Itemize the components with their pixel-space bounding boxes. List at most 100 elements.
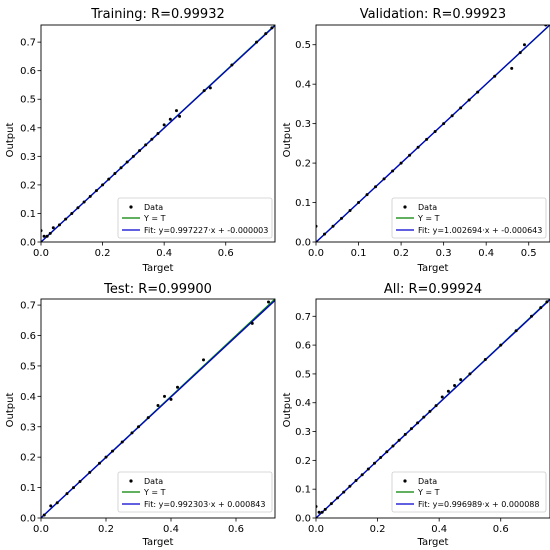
data-point (409, 427, 413, 431)
panel-training: Training: R=0.99932 Target Output 0.0 0.2… (5, 7, 276, 274)
data-point (397, 438, 401, 442)
data-point (45, 234, 49, 238)
data-point (317, 510, 321, 514)
data-point (150, 137, 154, 141)
data-point (323, 232, 327, 236)
legend-identity-label: Y = T (417, 488, 440, 497)
legend: Data Y = T Fit: y=0.992303·x + 0.000843 (117, 471, 273, 513)
x-axis-label: Target (417, 537, 449, 548)
data-point (522, 43, 526, 47)
data-point (360, 473, 364, 477)
legend-data-label: Data (144, 203, 163, 212)
legend-identity-label: Y = T (143, 488, 166, 497)
data-point (162, 123, 166, 127)
x-tick-label: 0.6 (493, 524, 509, 535)
data-point (433, 130, 437, 134)
y-tick-label: 0.4 (20, 123, 36, 134)
y-axis-label: Output (5, 123, 16, 158)
data-point (202, 358, 205, 362)
data-point (169, 397, 173, 401)
data-point (88, 194, 92, 198)
data-point (459, 106, 463, 110)
y-axis-label: Output (282, 123, 293, 158)
data-point (348, 208, 352, 212)
y-tick-label: 0.5 (295, 369, 311, 380)
panel-all: All: R=0.99924 Target Output 0.0 0.2 0.4 0.… (282, 282, 550, 548)
ticks: 0.0 0.1 0.2 0.3 0.4 0.5 0.0 0.1 0.2 0.3 0.4 0.5 (295, 40, 537, 259)
data-point (530, 314, 534, 318)
y-tick-label: 0.1 (295, 485, 311, 496)
legend-data-marker (403, 479, 407, 483)
data-point (391, 169, 395, 173)
legend-frame (391, 471, 547, 513)
y-tick-label: 0.2 (295, 456, 311, 467)
legend-frame (117, 471, 273, 513)
legend-identity-label: Y = T (143, 214, 166, 223)
y-tick-label: 0.3 (295, 427, 311, 438)
data-point (178, 114, 182, 118)
axes-frame (315, 24, 550, 243)
data-point (340, 216, 344, 220)
data-point (49, 504, 53, 508)
ticks: 0.0 0.2 0.4 0.6 0.0 0.1 0.2 0.3 0.4 0.5 0.6 0.7 (295, 312, 509, 535)
legend-fit-label: Fit: y=0.996989·x + 0.000088 (418, 500, 539, 509)
x-axis-label: Target (142, 537, 174, 548)
data-point (365, 193, 369, 197)
data-point (156, 132, 160, 135)
x-axis-label: Target (417, 263, 449, 274)
data-point (467, 98, 471, 102)
data-point (88, 470, 92, 474)
data-point (119, 166, 123, 170)
data-point (104, 455, 108, 459)
data-point (468, 372, 472, 376)
panel-title: Test: R=0.99900 (103, 282, 212, 297)
data-point (156, 403, 160, 407)
y-tick-label: 0.7 (295, 312, 311, 323)
data-point (336, 496, 340, 500)
y-tick-label: 0.5 (295, 40, 311, 51)
data-point (357, 201, 361, 205)
data-point (403, 432, 407, 436)
data-point (174, 109, 178, 113)
y-tick-label: 0.3 (20, 152, 36, 163)
data-point (545, 300, 549, 304)
data-point (72, 486, 75, 490)
legend-frame (117, 197, 273, 239)
data-point (373, 461, 376, 465)
y-tick-label: 0.2 (20, 180, 36, 191)
x-tick-label: 0.6 (228, 524, 244, 535)
data-point (425, 137, 429, 141)
data-point (440, 395, 444, 399)
y-tick-label: 0.1 (20, 209, 36, 220)
panel-validation: Validation: R=0.99923 Target Output 0.0 0… (282, 7, 550, 274)
legend-data-label: Data (418, 477, 437, 486)
y-tick-label: 0.0 (20, 238, 36, 249)
x-tick-label: 0.2 (95, 248, 111, 259)
x-tick-label: 0.4 (163, 524, 179, 535)
ticks: 0.0 0.2 0.4 0.6 0.0 0.1 0.2 0.3 0.4 0.5 0.6 0.7 (20, 38, 234, 259)
data-point (42, 513, 46, 517)
data-point (348, 484, 352, 488)
y-tick-label: 0.6 (20, 331, 36, 342)
data-point (342, 490, 346, 494)
axes-frame (315, 298, 550, 519)
x-tick-label: 0.0 (33, 248, 49, 259)
y-tick-label: 0.4 (295, 80, 311, 91)
data-point (107, 177, 111, 181)
y-tick-label: 0.3 (20, 422, 36, 433)
data-point (320, 510, 324, 514)
data-point (98, 461, 101, 465)
x-tick-label: 0.0 (33, 524, 49, 535)
legend: Data Y = T Fit: y=0.996989·x + 0.000088 (391, 471, 547, 513)
axes-frame (40, 24, 276, 243)
legend-data-label: Data (418, 203, 437, 212)
y-axis-label: Output (5, 393, 16, 428)
y-axis-label: Output (282, 393, 293, 428)
data-point (94, 189, 98, 193)
data-point (120, 440, 124, 444)
data-point (57, 223, 61, 227)
data-point (255, 40, 259, 44)
data-point (82, 200, 86, 204)
data-point (382, 177, 386, 181)
plot-content (41, 25, 275, 242)
